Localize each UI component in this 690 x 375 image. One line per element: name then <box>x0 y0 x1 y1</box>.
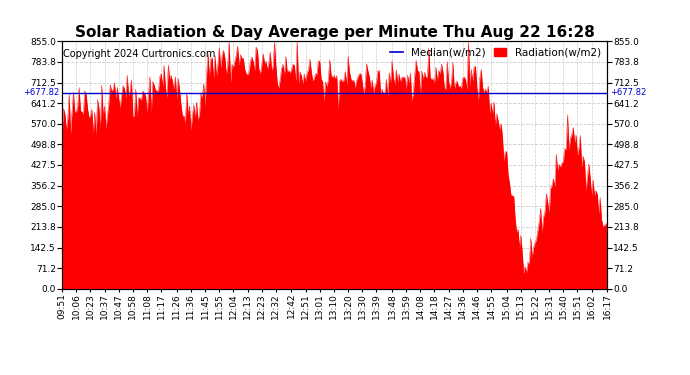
Legend: Median(w/m2), Radiation(w/m2): Median(w/m2), Radiation(w/m2) <box>386 44 605 62</box>
Text: Copyright 2024 Curtronics.com: Copyright 2024 Curtronics.com <box>63 49 215 58</box>
Text: +677.82: +677.82 <box>23 88 59 97</box>
Title: Solar Radiation & Day Average per Minute Thu Aug 22 16:28: Solar Radiation & Day Average per Minute… <box>75 25 595 40</box>
Text: +677.82: +677.82 <box>610 88 646 97</box>
